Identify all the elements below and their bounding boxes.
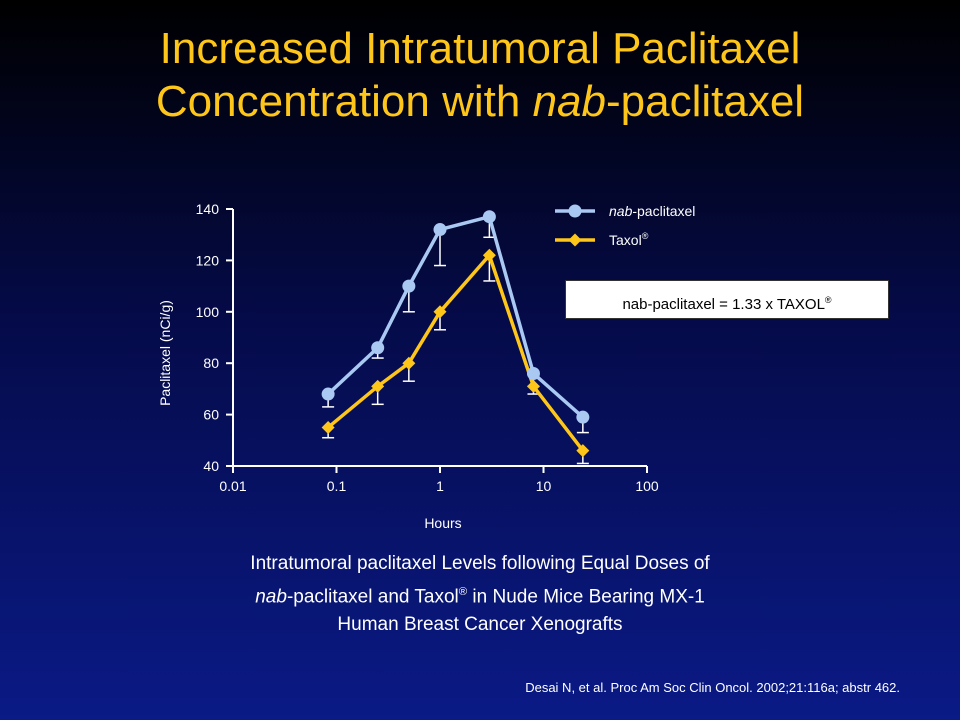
- data-point-circle: [526, 366, 540, 380]
- data-point-diamond: [371, 379, 385, 393]
- caption-line-2-sup: ®: [458, 586, 468, 598]
- data-point-circle: [433, 223, 447, 237]
- x-tick-label: 10: [536, 478, 552, 494]
- ratio-note-text: nab-paclitaxel = 1.33 x TAXOL: [622, 296, 825, 313]
- y-tick-label: 140: [196, 201, 220, 217]
- caption-line-1: Intratumoral paclitaxel Levels following…: [250, 553, 710, 574]
- data-point-circle: [576, 410, 590, 424]
- x-tick-label: 1: [436, 478, 444, 494]
- error-bars: [322, 216, 589, 465]
- caption-line-2-b: in Nude Mice Bearing MX-1: [467, 586, 705, 608]
- title-line-2-italic: nab: [532, 77, 606, 126]
- y-tick-label: 80: [203, 355, 219, 371]
- data-point-diamond: [526, 379, 540, 393]
- ratio-note-sup: ®: [824, 295, 832, 305]
- data-point-diamond: [433, 305, 447, 319]
- series-line-taxol: [327, 251, 585, 452]
- title-line-2-prefix: Concentration with: [155, 77, 533, 126]
- legend-marker-taxol: [568, 233, 582, 247]
- data-point-diamond: [482, 248, 496, 262]
- ratio-note: nab-paclitaxel = 1.33 x TAXOL®: [565, 280, 889, 319]
- x-tick-label: 0.01: [219, 478, 246, 494]
- chart-legend: nab-paclitaxel Taxol®: [555, 203, 695, 248]
- y-tick-label: 40: [203, 458, 219, 474]
- data-point-circle: [402, 279, 416, 293]
- legend-label-nab: nab-paclitaxel: [609, 203, 695, 219]
- source-citation: Desai N, et al. Proc Am Soc Clin Oncol. …: [525, 680, 900, 695]
- data-point-circle: [482, 210, 496, 224]
- legend-label-taxol: Taxol®: [609, 231, 649, 248]
- title-line-2: Concentration with nab-paclitaxel: [0, 75, 960, 128]
- series-line-nab-paclitaxel: [326, 214, 585, 419]
- y-tick-label: 120: [196, 252, 220, 268]
- data-point-diamond: [321, 420, 335, 434]
- caption-line-2: nab-paclitaxel and Taxol® in Nude Mice B…: [120, 578, 840, 611]
- slide-title: Increased Intratumoral Paclitaxel Concen…: [0, 22, 960, 128]
- title-line-1: Increased Intratumoral Paclitaxel: [159, 24, 801, 73]
- caption-line-3: Human Breast Cancer Xenografts: [337, 614, 623, 636]
- legend-label-taxol-sup: ®: [642, 231, 649, 241]
- series-markers: [321, 210, 590, 458]
- y-tick-label: 60: [203, 407, 219, 423]
- caption-line-2-a: -paclitaxel and Taxol: [286, 586, 459, 608]
- data-point-diamond: [576, 444, 590, 458]
- title-line-2-suffix: -paclitaxel: [605, 77, 805, 126]
- x-axis-title: Hours: [424, 515, 461, 531]
- data-point-circle: [321, 387, 335, 401]
- x-tick-label: 100: [635, 478, 659, 494]
- y-tick-label: 100: [196, 304, 220, 320]
- legend-marker-nab: [568, 204, 582, 218]
- x-tick-label: 0.1: [327, 478, 347, 494]
- y-axis-title: Paclitaxel (nCi/g): [157, 300, 173, 406]
- legend-label-taxol-base: Taxol: [609, 232, 642, 248]
- series-lines: [326, 214, 585, 452]
- chart-axes: 0.01 0.1 1 10 100 40 60 80 100 120 140 Hours Paclita…: [157, 201, 659, 531]
- caption-line-2-italic: nab: [255, 586, 287, 608]
- chart-caption: Intratumoral paclitaxel Levels following…: [120, 550, 840, 639]
- data-point-diamond: [402, 356, 416, 370]
- data-point-circle: [371, 341, 385, 355]
- legend-label-nab-rest: -paclitaxel: [632, 203, 695, 219]
- legend-label-nab-italic: nab: [609, 203, 633, 219]
